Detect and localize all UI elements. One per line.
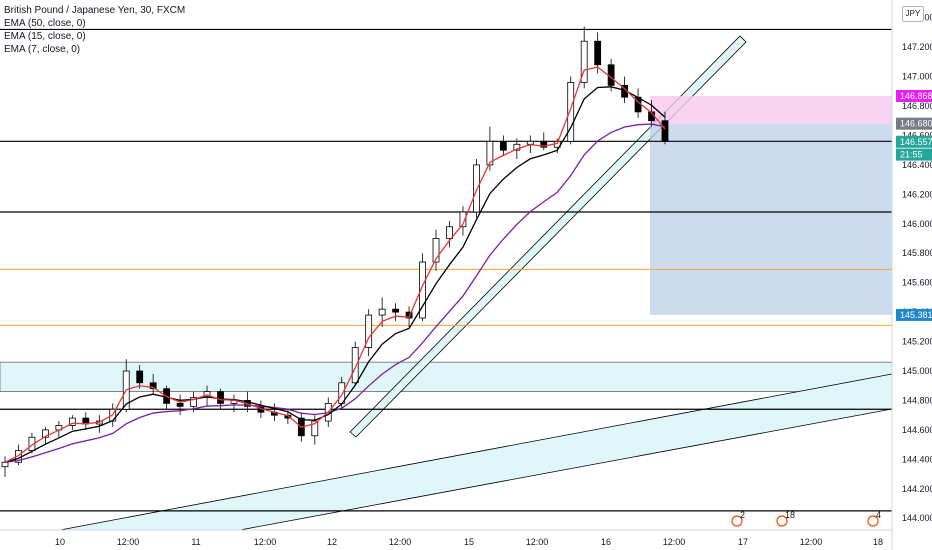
candle-body-32	[432, 238, 440, 263]
event-marker-count-2: 4	[876, 510, 881, 520]
x-tick-label-7: 12:00	[526, 537, 549, 547]
event-marker-count-0: 2	[740, 510, 745, 520]
candle-body-23	[311, 420, 319, 437]
candle-body-31	[419, 261, 426, 319]
candle-body-30	[405, 311, 413, 319]
currency-label[interactable]: JPY	[902, 6, 924, 22]
candle-body-10	[136, 370, 144, 384]
ema15-line	[4, 86, 666, 463]
channel-upper-line	[59, 373, 893, 531]
candle-body-36	[486, 140, 494, 166]
x-tick-label-11: 12:00	[800, 537, 823, 547]
x-tick-label-12: 18	[873, 537, 883, 547]
event-marker-1	[776, 515, 788, 527]
x-tick-label-3: 12:00	[254, 537, 277, 547]
candle-body-34	[459, 211, 467, 228]
y-tick-label-1: 147.200	[902, 42, 932, 52]
y-tick-label-6: 146.200	[902, 189, 932, 199]
price-badge-label-4: 145.381	[900, 310, 932, 320]
candle-body-11	[149, 382, 157, 390]
y-tick-label-13: 144.800	[902, 395, 932, 405]
indicator-ema7[interactable]: EMA (7, close, 0)	[4, 44, 81, 55]
price-badge-label-2: 146.557	[900, 137, 932, 147]
y-tick-label-15: 144.400	[902, 454, 932, 464]
rising-channel	[349, 35, 747, 438]
y-tick-label-17: 144.000	[902, 513, 932, 523]
ema50-line	[4, 123, 666, 463]
candle-body-16	[217, 391, 224, 404]
candle-body-28	[378, 308, 386, 316]
event-marker-0	[731, 515, 743, 527]
candle-body-40	[540, 140, 548, 148]
candle-body-14	[190, 397, 197, 407]
event-marker-count-1: 18	[785, 510, 795, 520]
y-tick-label-3: 146.800	[902, 101, 932, 111]
x-tick-label-10: 17	[738, 537, 748, 547]
y-tick-label-2: 147.000	[902, 72, 932, 82]
indicator-ema15[interactable]: EMA (15, close, 0)	[4, 31, 86, 42]
x-tick-label-0: 10	[55, 537, 65, 547]
candle-body-42	[567, 82, 575, 142]
chart-title: British Pound / Japanese Yen, 30, FXCM	[4, 5, 186, 16]
y-tick-label-14: 144.600	[902, 425, 932, 435]
candle-body-13	[176, 402, 184, 407]
candle-body-39	[526, 140, 534, 145]
indicator-ema50[interactable]: EMA (50, close, 0)	[4, 18, 86, 29]
candle-body-33	[446, 226, 453, 239]
price-badge-bg-1	[896, 117, 932, 130]
price-badge-bg-2	[896, 135, 932, 148]
candle-body-26	[351, 347, 359, 384]
candle-body-3	[42, 429, 49, 438]
candle-body-44	[594, 40, 602, 66]
y-tick-label-8: 145.800	[902, 248, 932, 258]
candle-body-37	[499, 140, 507, 151]
x-tick-label-9: 12:00	[663, 537, 686, 547]
y-tick-label-4: 146.600	[902, 130, 932, 140]
candle-body-27	[365, 314, 373, 348]
price-badge-bg-4	[896, 308, 932, 321]
price-badge-label-0: 146.868	[900, 91, 932, 101]
chart-legend: British Pound / Japanese Yen, 30, FXCM E…	[4, 4, 185, 56]
event-marker-2	[867, 515, 879, 527]
ema7-line	[4, 66, 666, 463]
x-tick-label-1: 12:00	[117, 537, 140, 547]
candle-body-38	[513, 143, 521, 151]
stop-loss-zone	[650, 95, 892, 124]
x-tick-label-8: 16	[601, 537, 611, 547]
candle-body-0	[1, 461, 9, 468]
candle-body-29	[392, 308, 400, 313]
x-tick-label-5: 12:00	[389, 537, 412, 547]
candle-body-49	[661, 120, 669, 142]
channel-lower-line	[239, 408, 893, 531]
y-tick-label-7: 146.000	[902, 219, 932, 229]
take-profit-zone	[650, 123, 892, 315]
price-badge-bg-0	[896, 89, 932, 102]
y-tick-label-5: 146.400	[902, 160, 932, 170]
x-tick-label-4: 12	[327, 537, 337, 547]
price-badge-label-3: 21:55	[900, 150, 923, 160]
x-tick-label-2: 11	[191, 537, 200, 547]
y-tick-label-12: 145.000	[902, 366, 932, 376]
candle-body-5	[68, 417, 76, 426]
y-tick-label-9: 145.600	[902, 278, 932, 288]
price-badge-label-1: 146.680	[900, 119, 932, 129]
y-tick-label-11: 145.200	[902, 337, 932, 347]
candle-body-43	[580, 40, 588, 83]
y-tick-label-16: 144.200	[902, 484, 932, 494]
price-badge-bg-3	[896, 148, 932, 161]
candle-body-35	[473, 164, 480, 213]
x-tick-label-6: 15	[464, 537, 474, 547]
